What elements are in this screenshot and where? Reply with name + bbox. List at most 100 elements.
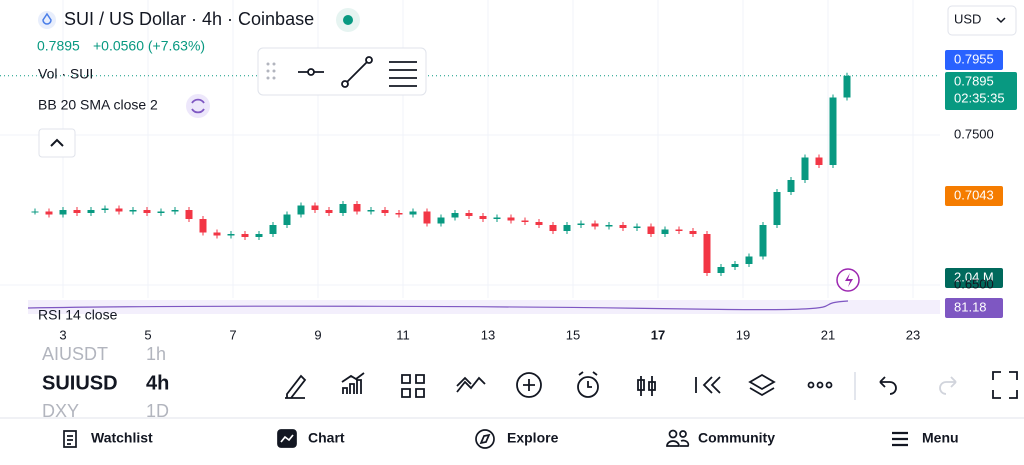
candle <box>549 225 557 231</box>
drag-handle <box>266 62 276 80</box>
candle <box>759 225 767 257</box>
trend-line-tool[interactable] <box>344 59 370 85</box>
candle <box>409 211 417 215</box>
candle <box>255 234 263 237</box>
candle <box>773 192 781 225</box>
candle <box>115 208 123 212</box>
rsi-indicator[interactable]: RSI 14 close <box>38 307 118 323</box>
explore-icon[interactable] <box>475 429 495 449</box>
candle <box>675 229 683 231</box>
dropdown-arrow <box>996 17 1006 24</box>
candle <box>87 210 95 213</box>
x-tick-label: 3 <box>59 327 66 342</box>
candle <box>717 267 725 273</box>
watch-interval[interactable]: 4h <box>146 372 169 394</box>
high-label-box <box>945 50 1003 70</box>
layers-tool[interactable] <box>748 373 776 397</box>
refresh-icon <box>191 98 205 114</box>
candle <box>815 157 823 165</box>
candle <box>423 211 431 224</box>
nav-item[interactable]: Chart <box>308 430 345 446</box>
candle <box>297 205 305 215</box>
candle <box>199 219 207 233</box>
candle <box>227 234 235 236</box>
volume-label-box <box>945 268 1003 288</box>
rsi-line <box>27 300 849 311</box>
bolt <box>845 273 853 287</box>
candle <box>619 225 627 228</box>
candle <box>493 217 501 219</box>
draw-tool[interactable] <box>285 374 307 399</box>
candle <box>521 220 529 222</box>
candle <box>283 214 291 225</box>
nav-item[interactable]: Menu <box>922 430 959 446</box>
candle <box>311 205 319 210</box>
y-tick-label: 0.7500 <box>954 126 994 141</box>
y-tick-label: 0.6500 <box>954 276 994 291</box>
watch-symbol[interactable]: SUIUSD <box>42 372 118 394</box>
market-dot <box>343 15 353 25</box>
volume-label: 2.04 M <box>954 269 994 284</box>
candle <box>465 213 473 216</box>
watchlist-picker <box>0 346 260 418</box>
candle <box>381 210 389 213</box>
candle <box>59 210 67 215</box>
indicator-icon[interactable] <box>186 94 210 118</box>
replay-tool[interactable] <box>695 376 721 394</box>
layout-tool[interactable] <box>401 374 425 398</box>
x-tick-label: 21 <box>821 327 835 342</box>
candle <box>689 231 697 234</box>
compare-tool[interactable] <box>456 376 486 393</box>
candle <box>829 97 837 165</box>
bb-indicator[interactable]: BB 20 SMA close 2 <box>38 97 158 113</box>
candle <box>801 157 809 180</box>
fib-tool[interactable] <box>389 61 417 87</box>
candle-tool[interactable] <box>637 376 656 396</box>
add-tool[interactable] <box>516 372 542 398</box>
watchlist-icon[interactable] <box>63 430 77 448</box>
chevron-up <box>50 138 64 147</box>
collapse-button[interactable] <box>38 128 76 158</box>
sma-label: 0.7043 <box>954 187 994 202</box>
watch-symbol[interactable]: AIUSDT <box>42 344 108 364</box>
redo[interactable] <box>939 376 957 395</box>
candle <box>787 180 795 192</box>
watch-symbol[interactable]: DXY <box>42 401 79 421</box>
candle <box>535 222 543 225</box>
last-label-box <box>945 72 1017 110</box>
drop-icon <box>42 12 52 25</box>
volume-indicator[interactable]: Vol · SUI <box>38 66 93 82</box>
menu-icon[interactable] <box>892 431 908 447</box>
nav-item[interactable]: Explore <box>507 430 559 446</box>
candle <box>367 210 375 212</box>
watch-interval[interactable]: 1h <box>146 344 166 364</box>
candle <box>101 208 109 210</box>
candle <box>563 225 571 231</box>
candle <box>591 223 599 227</box>
x-tick-label: 11 <box>396 327 410 342</box>
symbol-title[interactable]: SUI / US Dollar · 4h · Coinbase <box>64 9 314 29</box>
candle <box>731 264 739 267</box>
candle <box>73 210 81 213</box>
candle <box>213 232 221 236</box>
candle <box>507 217 515 221</box>
candle <box>171 210 179 212</box>
nav-item[interactable]: Watchlist <box>91 430 153 446</box>
candle <box>661 229 669 234</box>
candle <box>31 211 39 213</box>
more-tool[interactable] <box>816 381 824 389</box>
indicators-tool[interactable] <box>341 372 365 394</box>
price-change: +0.0560 (+7.63%) <box>93 38 205 54</box>
undo[interactable] <box>879 376 897 395</box>
community-icon[interactable] <box>668 429 678 439</box>
currency-select[interactable] <box>947 5 1017 36</box>
alarm-tool[interactable] <box>577 376 599 398</box>
rsi-label-box <box>945 298 1003 318</box>
fullscreen[interactable] <box>992 371 1018 399</box>
x-tick-label: 13 <box>481 327 495 342</box>
candle <box>143 210 151 213</box>
candle <box>241 234 249 237</box>
nav-item[interactable]: Community <box>698 430 775 446</box>
x-tick-label: 23 <box>906 327 920 342</box>
watch-interval[interactable]: 1D <box>146 401 169 421</box>
